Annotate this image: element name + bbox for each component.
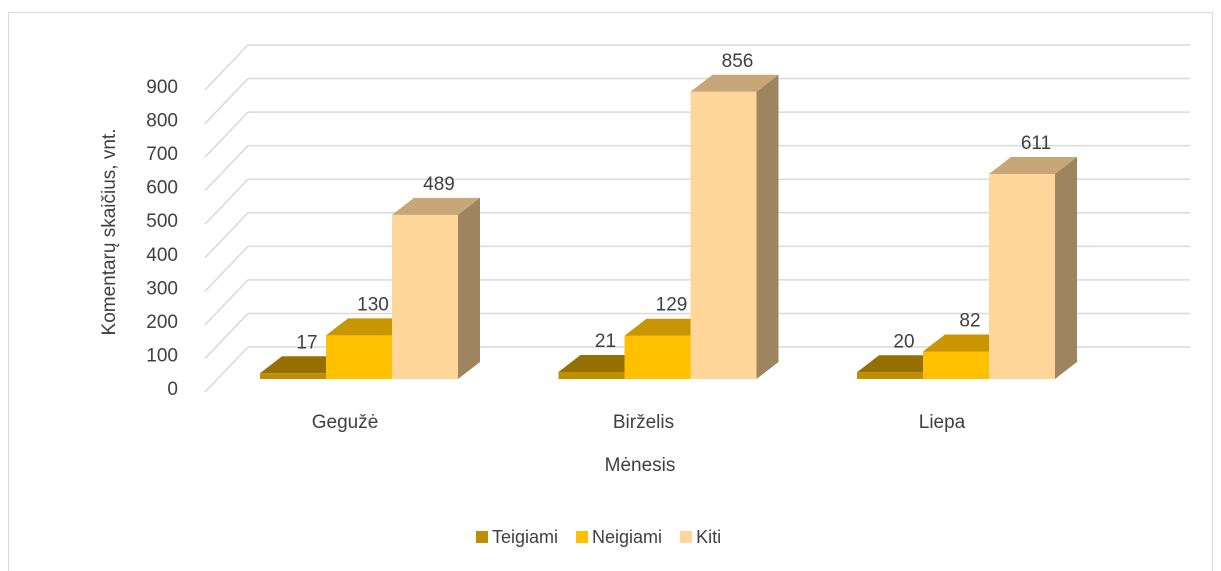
grid-line bbox=[204, 111, 249, 158]
legend-swatch bbox=[680, 531, 693, 543]
data-label: 20 bbox=[893, 331, 914, 352]
legend-label: Kiti bbox=[696, 527, 721, 547]
x-tick-label: Liepa bbox=[919, 412, 966, 433]
data-label: 17 bbox=[296, 332, 317, 353]
y-tick-label: 900 bbox=[146, 77, 178, 98]
y-tick-label: 300 bbox=[146, 278, 178, 299]
x-tick-label: Gegužė bbox=[312, 412, 379, 433]
data-label: 129 bbox=[656, 295, 688, 316]
legend-swatch bbox=[576, 531, 589, 543]
x-axis-title: Mėnesis bbox=[605, 455, 676, 476]
data-label: 856 bbox=[722, 51, 754, 72]
grid-line bbox=[204, 279, 249, 326]
bar-side bbox=[1055, 156, 1077, 379]
bar-front bbox=[260, 373, 326, 379]
x-tick-label: Birželis bbox=[613, 412, 674, 433]
bar-front bbox=[857, 372, 923, 379]
bar-front bbox=[392, 214, 458, 379]
data-label: 82 bbox=[959, 311, 980, 332]
bar-front bbox=[989, 173, 1055, 379]
legend-label: Neigiami bbox=[592, 527, 662, 547]
data-label: 489 bbox=[423, 174, 455, 195]
grid-line bbox=[204, 78, 249, 125]
bar-side bbox=[458, 197, 480, 379]
legend-label: Teigiami bbox=[492, 527, 558, 547]
y-tick-label: 200 bbox=[146, 312, 178, 333]
bar-side bbox=[756, 74, 779, 380]
grid-line bbox=[204, 245, 249, 292]
grid-line bbox=[204, 145, 249, 192]
data-label: 130 bbox=[357, 294, 389, 315]
y-tick-label: 800 bbox=[146, 111, 178, 132]
bar-front bbox=[690, 91, 757, 380]
y-tick-label: 0 bbox=[167, 379, 178, 400]
y-tick-label: 100 bbox=[146, 345, 178, 366]
y-tick-label: 600 bbox=[146, 178, 178, 199]
data-label: 611 bbox=[1021, 133, 1051, 154]
y-tick-label: 700 bbox=[146, 144, 178, 165]
grid-line bbox=[204, 178, 249, 225]
bar-front bbox=[558, 371, 625, 379]
bar-front bbox=[923, 351, 989, 379]
bar-front bbox=[326, 335, 392, 379]
y-tick-label: 500 bbox=[146, 211, 178, 232]
bar-front bbox=[624, 335, 691, 379]
bar-top bbox=[392, 197, 480, 215]
y-tick-label: 400 bbox=[146, 245, 178, 266]
grid-line bbox=[204, 212, 249, 259]
grid-line bbox=[204, 346, 249, 393]
legend-swatch bbox=[476, 531, 488, 543]
bar-top bbox=[989, 156, 1077, 174]
y-axis-title: Komentarų skaičius, vnt. bbox=[99, 129, 120, 336]
grid-line bbox=[204, 44, 249, 91]
grid-line bbox=[204, 312, 249, 359]
bar-top bbox=[690, 74, 779, 92]
data-label: 21 bbox=[595, 331, 616, 352]
